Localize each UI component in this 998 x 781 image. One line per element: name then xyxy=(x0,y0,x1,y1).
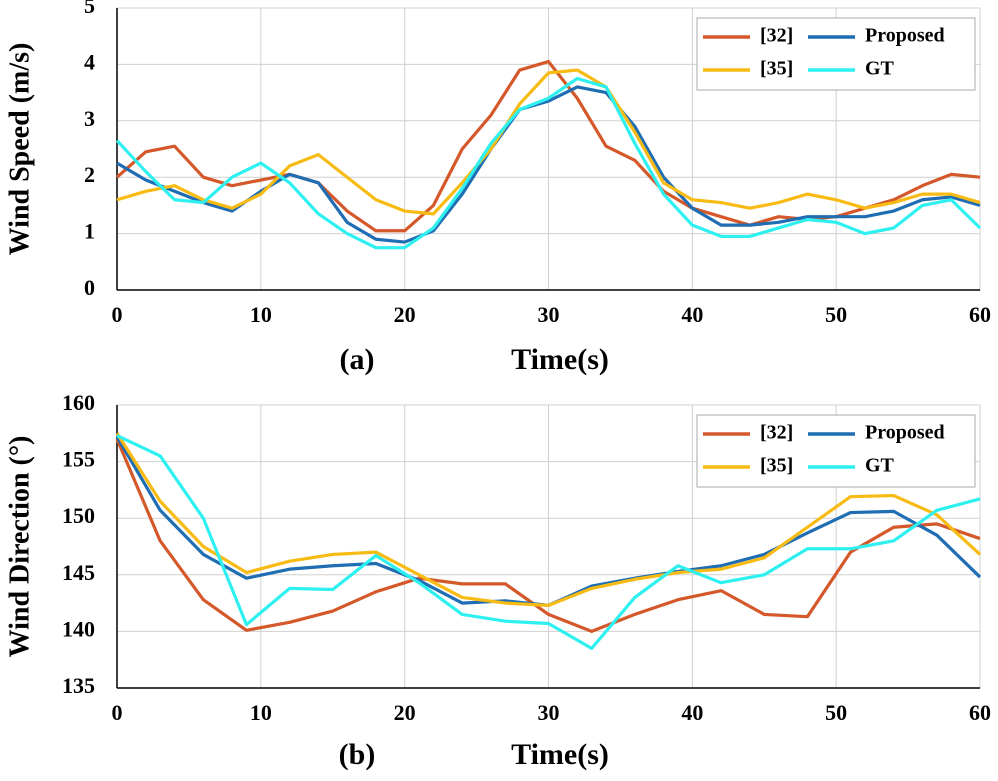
y-axis-title: Wind Direction (°) xyxy=(4,436,35,658)
x-tick-label: 50 xyxy=(825,302,847,327)
y-tick-label: 155 xyxy=(62,447,95,472)
panel-label: (b) xyxy=(339,738,376,771)
series-line xyxy=(116,434,981,650)
legend-box xyxy=(696,17,976,91)
legend-label: [35] xyxy=(760,455,793,477)
legend-label: GT xyxy=(865,58,895,80)
x-tick-label: 0 xyxy=(112,302,123,327)
y-tick-label: 150 xyxy=(62,503,95,528)
legend-box xyxy=(696,414,976,488)
x-axis-title: Time(s) xyxy=(511,343,609,376)
x-tick-label: 40 xyxy=(681,302,703,327)
legend-label: Proposed xyxy=(865,422,945,444)
y-tick-label: 145 xyxy=(62,560,95,585)
x-tick-label: 20 xyxy=(394,302,416,327)
y-tick-label: 5 xyxy=(84,0,95,18)
legend-label: GT xyxy=(865,455,895,477)
y-tick-label: 3 xyxy=(84,106,95,131)
panel-label: (a) xyxy=(340,343,375,376)
series-line xyxy=(116,68,981,216)
y-tick-label: 2 xyxy=(84,162,95,187)
legend-label: [32] xyxy=(760,422,793,444)
x-tick-label: 60 xyxy=(969,302,991,327)
y-tick-label: 160 xyxy=(62,390,95,415)
series-line xyxy=(115,432,982,607)
x-tick-label: 10 xyxy=(250,302,272,327)
y-tick-label: 140 xyxy=(62,616,95,641)
x-tick-label: 30 xyxy=(538,700,560,725)
x-tick-label: 10 xyxy=(250,700,272,725)
x-tick-label: 40 xyxy=(681,700,703,725)
legend-label: Proposed xyxy=(865,25,945,47)
y-axis-title: Wind Speed (m/s) xyxy=(4,43,35,256)
y-tick-label: 1 xyxy=(84,219,95,244)
legend-label: [35] xyxy=(760,58,793,80)
x-tick-label: 60 xyxy=(969,700,991,725)
series-line xyxy=(115,438,981,633)
series-line xyxy=(115,76,982,250)
y-tick-label: 135 xyxy=(62,673,95,698)
legend-label: [32] xyxy=(760,25,793,47)
y-tick-label: 0 xyxy=(84,275,95,300)
x-tick-label: 30 xyxy=(538,302,560,327)
x-axis-title: Time(s) xyxy=(511,738,609,771)
x-tick-label: 0 xyxy=(112,700,123,725)
x-tick-label: 20 xyxy=(394,700,416,725)
y-tick-label: 4 xyxy=(84,49,95,74)
series-line xyxy=(116,85,981,244)
x-tick-label: 50 xyxy=(825,700,847,725)
